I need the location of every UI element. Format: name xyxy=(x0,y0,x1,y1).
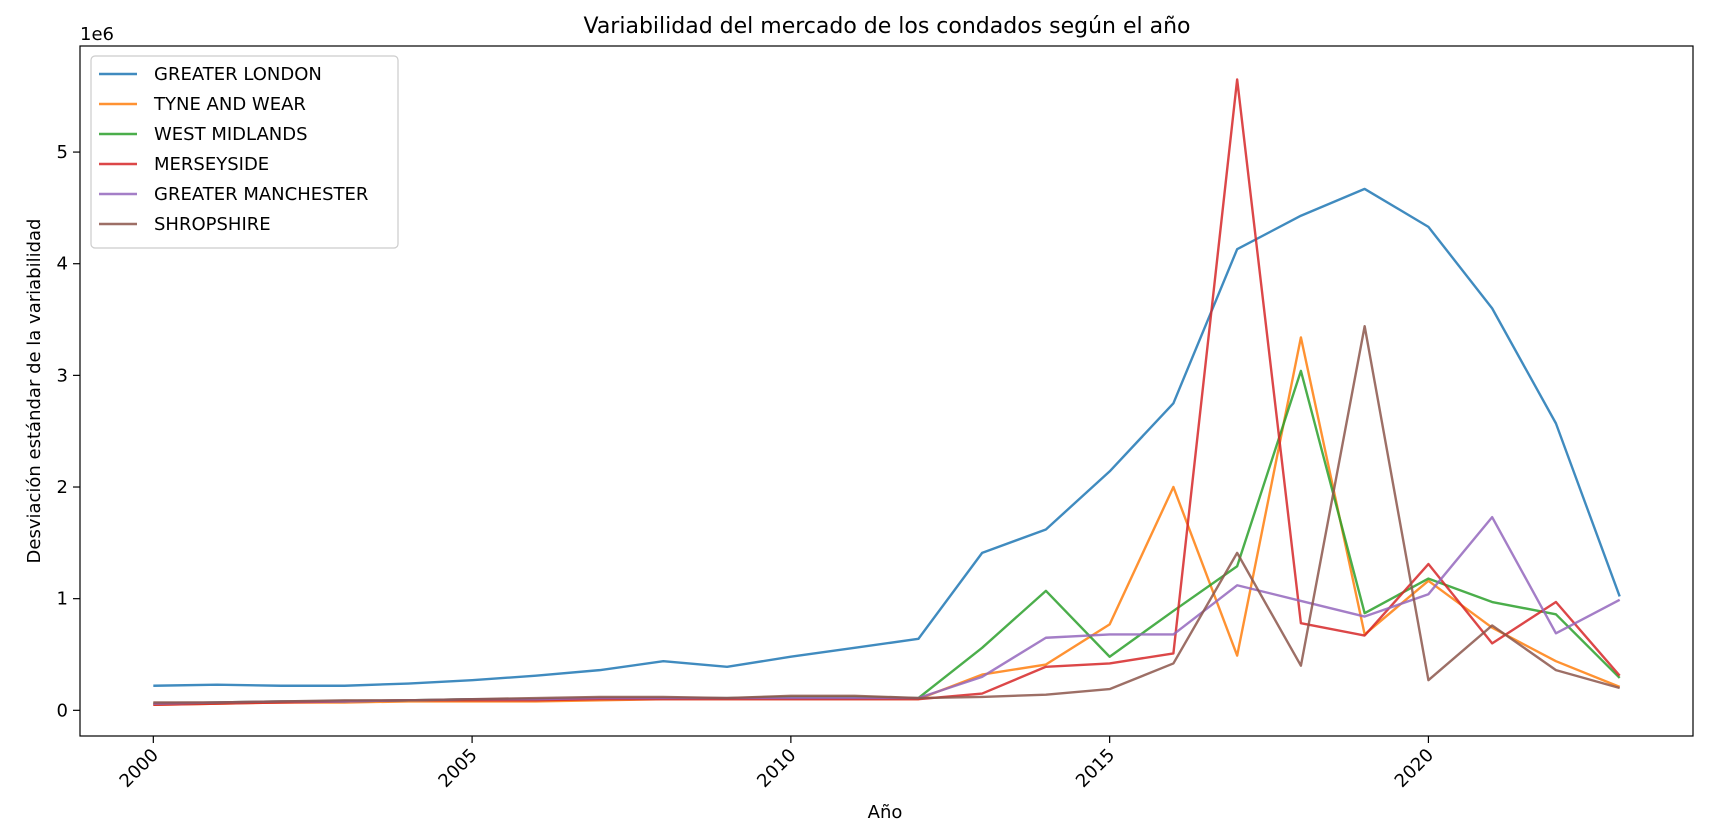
y-axis-ticks: 0 1 2 3 4 5 xyxy=(57,142,80,721)
legend-entry: GREATER LONDON xyxy=(154,64,322,85)
x-tick-label: 2010 xyxy=(753,745,800,792)
legend: GREATER LONDON TYNE AND WEAR WEST MIDLANDS… xyxy=(90,55,399,249)
series-layer xyxy=(153,78,1621,706)
y-tick-label: 3 xyxy=(57,365,68,386)
y-tick-label: 5 xyxy=(57,142,68,163)
plot-area-frame xyxy=(79,45,1694,737)
y-tick-label: 0 xyxy=(57,700,68,721)
x-tick-label: 2000 xyxy=(116,745,163,792)
legend-entry: SHROPSHIRE xyxy=(154,214,271,235)
y-tick-label: 4 xyxy=(57,254,68,275)
y-tick-label: 1 xyxy=(57,589,68,610)
x-axis-ticks: 2000 2005 2010 2015 2020 xyxy=(116,736,1438,792)
series-line-shropshire xyxy=(153,325,1621,704)
y-axis-offset-label: 1e6 xyxy=(80,24,114,45)
x-tick-label: 2005 xyxy=(434,745,481,792)
series-line-greater-manchester xyxy=(153,515,1621,705)
x-tick-label: 2020 xyxy=(1391,745,1438,792)
series-line-greater-london xyxy=(153,187,1621,687)
y-tick-label: 2 xyxy=(57,477,68,498)
series-line-west-midlands xyxy=(153,369,1621,705)
chart-title: Variabilidad del mercado de los condados… xyxy=(583,14,1190,39)
legend-entry: MERSEYSIDE xyxy=(154,154,269,175)
legend-entry: WEST MIDLANDS xyxy=(154,124,308,145)
x-axis-label: Año xyxy=(868,802,903,823)
legend-entry: GREATER MANCHESTER xyxy=(154,184,368,205)
legend-entry: TYNE AND WEAR xyxy=(153,94,306,115)
y-axis-label: Desviación estándar de la variabilidad xyxy=(24,219,45,564)
legend-box xyxy=(90,55,399,249)
x-tick-label: 2015 xyxy=(1072,745,1119,792)
